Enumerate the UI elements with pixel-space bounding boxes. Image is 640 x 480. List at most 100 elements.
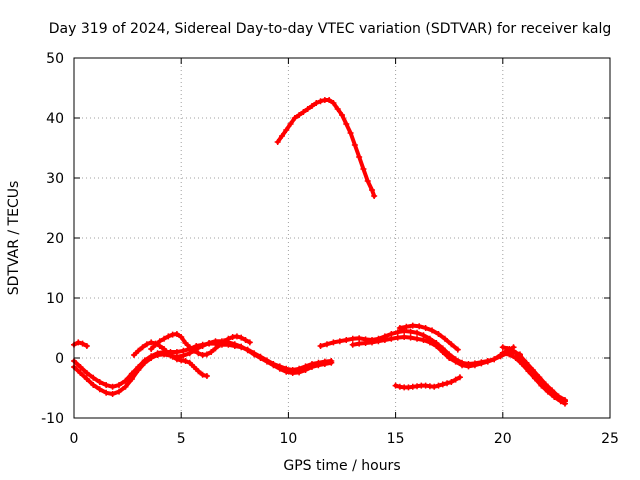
y-tick-label: 10 [46, 291, 64, 307]
data-point [90, 374, 97, 381]
data-point [148, 355, 155, 361]
data-point [471, 362, 478, 369]
data-point [317, 343, 324, 349]
data-point [351, 142, 358, 148]
data-point [454, 346, 461, 353]
data-point [283, 127, 290, 133]
data-point [407, 328, 414, 335]
data-point [326, 97, 333, 103]
data-point [531, 375, 538, 382]
data-point [186, 350, 193, 357]
data-point [302, 367, 309, 373]
y-tick-label: 40 [46, 111, 64, 127]
data-point [371, 193, 378, 199]
data-point [349, 335, 356, 342]
data-point [484, 358, 491, 365]
data-point [77, 370, 84, 376]
data-series [131, 339, 210, 379]
data-point [75, 339, 82, 346]
data-point [452, 358, 459, 365]
data-point [283, 368, 290, 375]
data-point [148, 346, 155, 352]
data-point [433, 343, 440, 349]
data-point [525, 368, 532, 375]
data-point [375, 338, 382, 345]
data-point [544, 388, 551, 395]
data-point [343, 121, 350, 127]
data-point [221, 338, 228, 345]
data-point [409, 322, 416, 329]
data-point [435, 331, 442, 337]
y-tick-label: 0 [55, 351, 64, 367]
data-point [308, 103, 315, 109]
data-point [231, 341, 238, 348]
data-point [414, 335, 421, 342]
data-series [392, 374, 463, 391]
data-series [148, 331, 253, 358]
data-point [506, 351, 513, 358]
data-point [77, 364, 84, 370]
data-point [315, 362, 322, 369]
data-point [128, 376, 135, 382]
data-point [238, 334, 245, 341]
data-point [519, 361, 526, 367]
data-point [161, 351, 168, 358]
chart-title: Day 319 of 2024, Sidereal Day-to-day VTE… [49, 21, 611, 37]
data-point [296, 369, 303, 376]
data-point [549, 387, 556, 394]
data-point [233, 333, 240, 340]
data-point [403, 323, 410, 330]
data-point [394, 334, 401, 341]
data-point [435, 382, 442, 389]
data-point [459, 362, 466, 369]
data-point [321, 361, 328, 367]
data-point [186, 359, 193, 366]
y-tick-label: 30 [46, 171, 64, 187]
data-point [360, 166, 367, 172]
data-point [561, 400, 568, 407]
data-point [154, 352, 161, 358]
data-point [364, 178, 371, 184]
data-point [208, 349, 215, 355]
data-point [165, 350, 172, 357]
data-point [452, 376, 459, 383]
data-point [429, 327, 436, 334]
data-point [504, 346, 511, 352]
data-point [246, 339, 253, 346]
y-tick-label: -10 [41, 411, 64, 427]
data-point [291, 115, 298, 121]
data-series [274, 97, 378, 199]
data-series [504, 346, 568, 403]
data-point [161, 346, 168, 352]
data-point [156, 338, 163, 345]
data-point [263, 358, 270, 365]
data-point [444, 380, 451, 387]
data-point [216, 341, 223, 348]
data-point [173, 356, 180, 363]
x-tick-label: 20 [494, 431, 512, 447]
data-point [512, 355, 519, 361]
data-point [161, 335, 168, 342]
data-point [308, 364, 315, 370]
data-point [165, 333, 172, 340]
data-point [328, 359, 335, 366]
data-point [300, 109, 307, 115]
data-point [135, 367, 142, 373]
data-point [79, 340, 86, 347]
data-point [334, 106, 341, 112]
data-point [426, 339, 433, 346]
data-point [116, 382, 123, 388]
data-point [446, 355, 453, 361]
data-point [478, 360, 485, 367]
data-point [349, 341, 356, 348]
data-point [381, 337, 388, 343]
data-point [278, 133, 285, 139]
data-point [465, 363, 472, 370]
data-point [103, 389, 110, 396]
data-point [257, 355, 264, 361]
data-point [422, 325, 429, 331]
data-point [199, 371, 206, 378]
data-point [407, 334, 414, 341]
